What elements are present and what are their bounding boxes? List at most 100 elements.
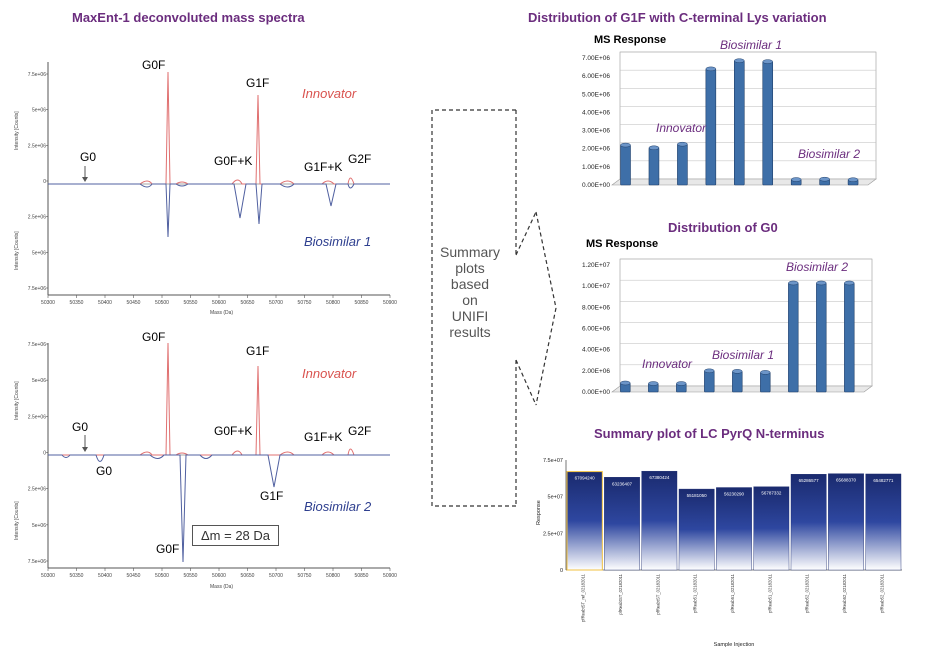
chart3-xtick: pfReab51_02182011 xyxy=(693,573,698,612)
bot-xtick: 50350 xyxy=(70,573,84,579)
chart-ytick: 4.00E+06 xyxy=(582,347,610,354)
bot-xtick: 50700 xyxy=(269,573,283,579)
chart3-data-label: 56230290 xyxy=(724,492,745,497)
chart3-xtick: pfReab52_02182011 xyxy=(879,573,884,612)
top-peak-g1fk: G1F+K xyxy=(304,160,343,174)
bot-xtick: 50850 xyxy=(355,573,369,579)
bottom-peak-g0f: G0F xyxy=(142,330,166,344)
top-biosimilar-label: Biosimilar 1 xyxy=(304,234,372,249)
bottom-peak-g0fk: G0F+K xyxy=(214,424,253,438)
chart3-xtick: pfReabtST_02182011 xyxy=(618,573,623,614)
bot-xtick: 50400 xyxy=(98,573,112,579)
chart3-bar xyxy=(604,477,640,571)
chart2-group-biosimilar2: Biosimilar 2 xyxy=(786,260,849,274)
chart-ytick: 4.00E+06 xyxy=(582,109,610,116)
chart-bar-cap xyxy=(847,177,859,182)
summary-line-1: Summary xyxy=(440,244,500,260)
top-xtick: 50300 xyxy=(41,300,55,306)
chart3-bar xyxy=(865,473,902,571)
top-peak-g2f: G2F xyxy=(348,152,372,166)
chart-bar-cap xyxy=(648,381,659,386)
chart-bar xyxy=(734,60,745,186)
chart3-bar xyxy=(641,470,678,571)
bot-ytick: 0 xyxy=(43,451,46,457)
chart-bar xyxy=(732,371,743,393)
bottom-peak-g1f-lower: G1F xyxy=(260,489,284,503)
bot-ytick: 5e+06 xyxy=(32,378,46,384)
chart2-group-innovator: Innovator xyxy=(642,357,693,371)
bot-xtick: 50550 xyxy=(184,573,198,579)
chart-bar-cap xyxy=(677,141,688,147)
bot-xtick: 50650 xyxy=(241,573,255,579)
chart-bar xyxy=(648,147,660,186)
bot-xtick: 50750 xyxy=(298,573,312,579)
chart-bar-cap xyxy=(760,370,771,375)
chart3-xtick: pfReab52_02182011 xyxy=(805,573,810,612)
chart-bar xyxy=(816,282,827,393)
bottom-peak-g0-upper: G0 xyxy=(72,420,89,434)
bottom-xlabel: Mass (Da) xyxy=(210,584,233,590)
top-xtick: 50450 xyxy=(127,300,141,306)
top-xtick: 50650 xyxy=(241,300,255,306)
chart-bar-cap xyxy=(788,280,799,286)
chart-bar xyxy=(705,68,717,186)
top-ytick: 0 xyxy=(43,179,46,185)
chart3-xtick: pfReab51_02182011 xyxy=(767,573,772,612)
chart-bar xyxy=(762,61,774,186)
top-xtick: 50350 xyxy=(70,300,84,306)
bot-xtick: 50500 xyxy=(155,573,169,579)
chart3-bar xyxy=(753,486,790,571)
bottom-ylabel-lower: Intensity [Counts] xyxy=(14,501,20,540)
chart3-ytick: 0 xyxy=(560,568,563,574)
chart-ytick: 6.00E+06 xyxy=(582,73,610,80)
chart3-data-label: 67094240 xyxy=(575,476,596,481)
bot-ytick: 2.5e+06 xyxy=(28,414,46,420)
chart3-ytick: 5e+07 xyxy=(548,495,563,501)
chart-wall xyxy=(619,51,877,180)
bracket-arrow-svg xyxy=(431,109,557,507)
bottom-peak-g0f-lower: G0F xyxy=(156,542,180,556)
chart1-group-innovator: Innovator xyxy=(656,121,707,135)
chart-bar-cap xyxy=(676,381,687,386)
chart3-bar xyxy=(566,471,603,571)
chart3-data-label: 65688370 xyxy=(836,478,857,483)
chart3-ylabel: Response xyxy=(536,500,542,525)
chart-bar-cap xyxy=(816,280,827,286)
top-xtick: 50500 xyxy=(155,300,169,306)
chart-bar xyxy=(677,143,688,186)
chart3-ytick: 2.5e+07 xyxy=(543,531,563,537)
chart3-bar xyxy=(716,487,752,571)
bot-ytick: 5e+06 xyxy=(32,523,46,529)
chart-bar-cap xyxy=(790,177,802,182)
chart-bar-cap xyxy=(844,280,855,286)
mass-spectra-svg: 7.5e+065e+062.5e+0602.5e+065e+067.5e+06 … xyxy=(14,62,397,590)
chart-bar xyxy=(788,282,799,393)
summary-text: Summary plots based on UNIFI results xyxy=(430,244,510,340)
chart3-ytick: 7.5e+07 xyxy=(543,458,563,464)
chart-ytick: 0.00E+00 xyxy=(582,182,610,189)
chart-ytick: 1.00E+06 xyxy=(582,164,610,171)
bot-xtick: 50300 xyxy=(41,573,55,579)
chart-ytick: 2.00E+06 xyxy=(582,146,610,153)
chart3-data-label: 65482771 xyxy=(873,478,894,483)
top-ytick: 2.5e+06 xyxy=(28,215,46,221)
top-ytick: 5e+06 xyxy=(32,108,46,114)
chart3-xtick: pfReabtST_ref_02182011 xyxy=(581,573,586,622)
top-peak-g0fk: G0F+K xyxy=(214,154,253,168)
top-ytick: 2.5e+06 xyxy=(28,143,46,149)
top-xtick: 50700 xyxy=(269,300,283,306)
chart-bar-cap xyxy=(732,369,743,374)
top-spectrum-panel: 7.5e+065e+062.5e+0602.5e+065e+067.5e+06 … xyxy=(14,62,397,316)
chart2-group-biosimilar1: Biosimilar 1 xyxy=(712,348,775,362)
chart-ytick: 1.00E+07 xyxy=(582,283,610,290)
chart3-xtick: pfReabtST_02182011 xyxy=(655,573,660,614)
chart1-title: Distribution of G1F with C-terminal Lys … xyxy=(528,10,827,25)
chart-bar xyxy=(704,370,715,393)
chart-ytick: 6.00E+06 xyxy=(582,326,610,333)
summary-line-6: results xyxy=(449,324,491,340)
bot-xtick: 50900 xyxy=(383,573,397,579)
top-peak-g0f: G0F xyxy=(142,58,166,72)
chart3-data-label: 56787332 xyxy=(761,491,782,496)
chart-bar-cap xyxy=(734,58,745,63)
chart-ytick: 2.00E+06 xyxy=(582,368,610,375)
